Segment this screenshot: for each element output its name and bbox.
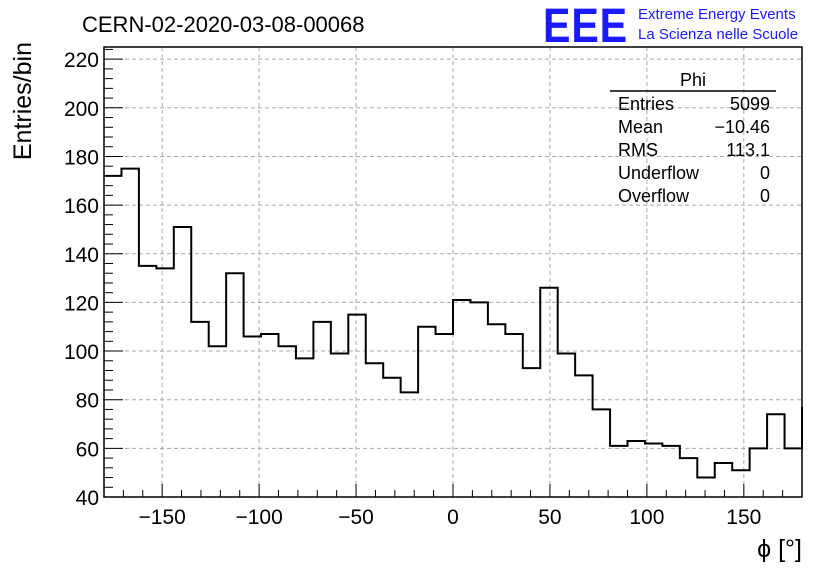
stats-value: 0 [760, 163, 770, 183]
stats-label: Underflow [618, 163, 700, 183]
y-tick-label: 40 [76, 487, 99, 510]
stats-label: RMS [618, 140, 658, 160]
y-tick-label: 80 [76, 390, 99, 413]
y-tick-label: 120 [64, 292, 99, 315]
stats-value: 5099 [730, 94, 770, 114]
x-tick-label: 150 [726, 506, 761, 529]
y-axis-title: Entries/bin [9, 42, 37, 160]
x-tick-label: −150 [139, 506, 186, 529]
y-tick-label: 200 [64, 98, 99, 121]
stats-value: 0 [760, 186, 770, 206]
eee-logo-mark: EEE [543, 0, 628, 53]
stats-label: Overflow [618, 186, 690, 206]
chart-title: CERN-02-2020-03-08-00068 [82, 12, 365, 37]
stats-rows: Entries 5099 Mean −10.46 RMS 113.1 Underflow 0 O… [618, 94, 770, 206]
stats-label: Entries [618, 94, 674, 114]
plot-area: −150 −100 −50 0 50 100 150 40 60 80 100 120 140 160 1… [64, 46, 803, 529]
eee-logo-line-1: Extreme Energy Events [638, 6, 796, 23]
eee-logo-line-2: La Scienza nelle Scuole [638, 26, 798, 43]
stats-value: 113.1 [726, 140, 770, 160]
stats-value: −10.46 [714, 117, 770, 137]
x-axis-title: ϕ [°] [757, 535, 802, 563]
stats-box: Phi Entries 5099 Mean −10.46 RMS 113.1 Underfl… [610, 70, 776, 206]
grid-lines [104, 47, 802, 498]
x-tick-label: −50 [338, 506, 374, 529]
stats-name: Phi [680, 70, 706, 90]
y-tick-labels: 40 60 80 100 120 140 160 180 200 220 [64, 49, 99, 510]
x-tick-label: 100 [629, 506, 664, 529]
stats-label: Mean [618, 117, 663, 137]
x-tick-label: 0 [447, 506, 459, 529]
y-tick-label: 100 [64, 341, 99, 364]
y-tick-label: 180 [64, 146, 99, 169]
plot-frame [103, 46, 803, 498]
y-tick-label: 160 [64, 195, 99, 218]
histogram-step-line [104, 167, 803, 479]
axis-ticks [103, 48, 803, 498]
y-tick-label: 220 [64, 49, 99, 72]
eee-logo: EEE Extreme Energy Events La Scienza nel… [543, 0, 798, 53]
y-tick-label: 140 [64, 244, 99, 267]
x-tick-label: −100 [235, 506, 282, 529]
y-tick-label: 60 [76, 438, 99, 461]
x-tick-labels: −150 −100 −50 0 50 100 150 [139, 506, 762, 529]
x-tick-label: 50 [538, 506, 561, 529]
